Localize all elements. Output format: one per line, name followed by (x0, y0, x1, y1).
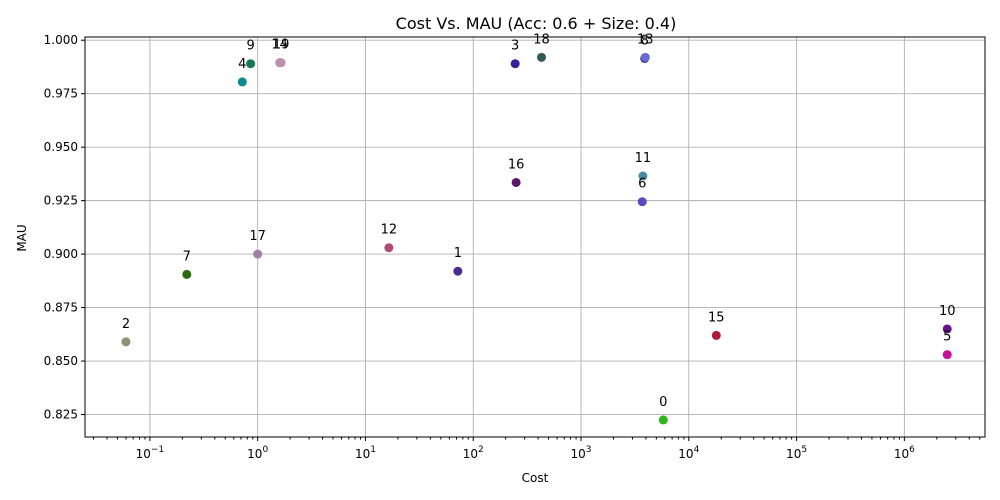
y-tick-label: 0.850 (44, 354, 78, 368)
data-point-1 (453, 266, 463, 276)
data-point-6 (637, 197, 647, 207)
data-point-3 (510, 59, 520, 69)
grid-lines (85, 37, 985, 437)
point-label-14: 14 (271, 38, 288, 53)
data-point-16 (511, 177, 521, 187)
point-label-9: 9 (246, 39, 254, 54)
point-label-3: 3 (511, 39, 519, 54)
y-tick-label: 0.875 (44, 301, 78, 315)
y-tick-label: 0.950 (44, 140, 78, 154)
point-label-16: 16 (508, 157, 525, 172)
point-label-8: 8 (641, 33, 649, 48)
plot-frame (84, 36, 986, 438)
y-tick-label: 0.975 (44, 87, 78, 101)
x-tick-label: 105 (786, 445, 807, 461)
x-tick-label: 104 (678, 445, 699, 461)
data-point-10 (942, 324, 952, 334)
axis-ticks: 10−1 100 101 102 103 104 105 1060.8250.8500.875… (44, 33, 981, 461)
x-tick-label: 101 (355, 445, 376, 461)
data-point-0 (658, 415, 668, 425)
data-point-18 (537, 52, 547, 62)
data-point-4 (237, 77, 247, 87)
point-label-6: 6 (638, 177, 646, 192)
data-points (121, 52, 952, 425)
data-point-15 (711, 330, 721, 340)
point-label-4: 4 (238, 57, 246, 72)
x-tick-label: 100 (247, 445, 268, 461)
data-point-13 (640, 52, 650, 62)
y-tick-label: 0.925 (44, 194, 78, 208)
data-point-11 (638, 171, 648, 181)
y-tick-label: 1.000 (44, 33, 78, 47)
point-label-12: 12 (381, 223, 398, 238)
x-tick-label: 102 (463, 445, 484, 461)
point-label-17: 17 (249, 229, 266, 244)
chart-title: Cost Vs. MAU (Acc: 0.6 + Size: 0.4) (396, 14, 677, 33)
data-point-12 (384, 243, 394, 253)
x-axis-label: Cost (522, 471, 549, 485)
data-point-9 (246, 59, 256, 69)
point-label-7: 7 (183, 249, 191, 264)
y-axis-label: MAU (15, 224, 29, 251)
x-tick-label: 103 (571, 445, 592, 461)
data-point-17 (253, 249, 263, 259)
x-tick-label: 10−1 (136, 445, 165, 461)
point-label-10: 10 (939, 304, 956, 319)
point-label-0: 0 (659, 395, 667, 410)
point-label-5: 5 (943, 330, 951, 345)
y-tick-label: 0.900 (44, 247, 78, 261)
point-label-13: 13 (637, 32, 654, 47)
data-point-5 (942, 350, 952, 360)
point-label-19: 19 (273, 38, 290, 53)
data-point-7 (182, 269, 192, 279)
data-point-19 (276, 58, 286, 68)
y-tick-label: 0.825 (44, 408, 78, 422)
x-tick-label: 106 (894, 445, 915, 461)
point-label-11: 11 (635, 151, 652, 166)
point-label-15: 15 (708, 310, 725, 325)
point-label-1: 1 (454, 246, 462, 261)
point-label-2: 2 (122, 317, 130, 332)
data-point-2 (121, 337, 131, 347)
point-label-18: 18 (533, 32, 550, 47)
